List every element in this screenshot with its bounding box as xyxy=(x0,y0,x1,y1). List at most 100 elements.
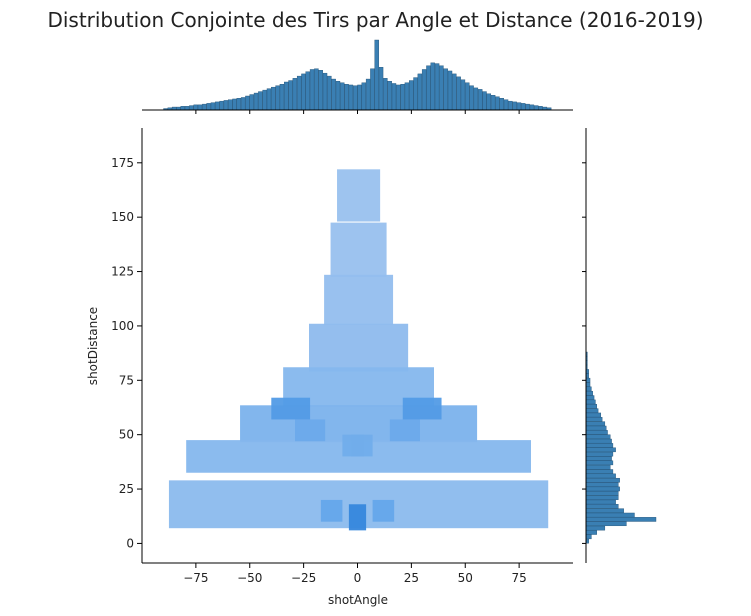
right-marginal-bar xyxy=(585,438,612,444)
right-marginal-bar xyxy=(585,377,591,383)
right-marginal-bar xyxy=(585,508,624,513)
x-axis-label: shotAngle xyxy=(328,593,388,607)
right-marginal-bar xyxy=(585,451,614,457)
top-marginal-bar xyxy=(301,73,306,111)
x-tick-label: −50 xyxy=(237,571,262,585)
right-marginal-bar xyxy=(585,473,616,479)
y-tick-label: 25 xyxy=(119,482,134,496)
top-marginal-bar xyxy=(538,106,543,111)
top-marginal-bar xyxy=(452,73,457,111)
top-marginal-bar xyxy=(521,103,526,111)
right-marginal-bar xyxy=(585,404,597,409)
top-marginal-bar xyxy=(439,65,444,111)
top-marginal-bar xyxy=(227,99,233,111)
heatmap-cell xyxy=(295,419,326,442)
right-marginal-bar xyxy=(585,390,593,396)
top-marginal-bar xyxy=(180,106,185,111)
x-tick-label: 0 xyxy=(354,571,362,585)
top-marginal-bar xyxy=(331,78,336,111)
right-marginal-bar xyxy=(585,521,627,527)
top-marginal-bar xyxy=(421,69,427,111)
top-marginal-bar xyxy=(314,68,319,111)
top-marginal-bar xyxy=(344,84,349,111)
top-marginal-bar xyxy=(327,75,332,111)
top-marginal-bar xyxy=(409,80,414,111)
top-marginal-bar xyxy=(465,82,470,111)
top-marginal-bar xyxy=(482,91,487,111)
top-marginal-bar xyxy=(508,100,513,111)
top-marginal-bar xyxy=(396,84,401,111)
top-marginal-bar xyxy=(223,100,229,111)
right-marginal-bar xyxy=(585,434,611,440)
heatmap-cell xyxy=(348,504,367,531)
right-marginal-bar xyxy=(585,430,608,435)
top-marginal-bar xyxy=(525,103,530,111)
top-marginal-bar xyxy=(534,105,539,111)
y-tick-label: 125 xyxy=(111,265,134,279)
top-marginal-bar xyxy=(512,101,517,111)
top-marginal-bar xyxy=(262,89,267,111)
top-marginal-bar xyxy=(305,71,310,111)
x-tick-label: 25 xyxy=(404,571,419,585)
top-marginal-bar xyxy=(309,69,315,111)
right-marginal-ticks xyxy=(582,162,586,544)
right-marginal-bar xyxy=(585,460,614,466)
top-marginal-bar xyxy=(348,84,354,111)
right-marginal-histogram xyxy=(585,351,657,544)
right-marginal-bar xyxy=(585,534,592,540)
top-marginal-bar xyxy=(387,81,392,111)
top-marginal-bar xyxy=(202,103,207,111)
top-marginal-bar xyxy=(469,85,474,111)
top-marginal-bar xyxy=(189,105,194,111)
top-marginal-bar xyxy=(391,83,397,111)
top-marginal-bar xyxy=(361,82,367,111)
right-marginal-bar xyxy=(585,382,591,387)
right-marginal-bar xyxy=(585,486,620,492)
top-marginal-bar xyxy=(357,84,362,111)
y-axis-ticks: 0 25 50 75 100 125 150 175 xyxy=(111,156,142,550)
top-marginal-bar xyxy=(193,104,198,111)
top-marginal-bar xyxy=(296,75,302,111)
x-tick-label: 50 xyxy=(458,571,473,585)
top-marginal-bar xyxy=(404,82,410,111)
heatmap-cell xyxy=(351,434,373,457)
top-marginal-bar xyxy=(456,76,461,111)
top-marginal-bar xyxy=(266,88,272,111)
top-marginal-bar xyxy=(245,95,250,111)
top-marginal-bar xyxy=(486,93,492,111)
chart-title: Distribution Conjointe des Tirs par Angl… xyxy=(47,8,703,32)
top-marginal-bar xyxy=(258,91,263,111)
top-marginal-bar xyxy=(352,85,358,111)
right-marginal-bar xyxy=(585,530,597,535)
right-marginal-bar xyxy=(585,456,612,461)
top-marginal-bar xyxy=(340,82,345,111)
top-marginal-bar xyxy=(434,63,440,111)
top-marginal-bar xyxy=(374,39,379,111)
right-marginal-bar xyxy=(585,499,616,505)
right-marginal-bar xyxy=(585,491,619,496)
top-marginal-bar xyxy=(473,87,479,111)
right-marginal-bar xyxy=(585,517,657,522)
heatmap-cell xyxy=(271,397,311,420)
top-marginal-bar xyxy=(210,102,216,111)
top-marginal-bar xyxy=(275,85,280,111)
top-marginal-bar xyxy=(477,89,483,111)
top-marginal-bar xyxy=(365,78,371,111)
top-marginal-bar xyxy=(249,94,254,111)
y-axis-label: shotDistance xyxy=(86,307,100,385)
y-tick-label: 100 xyxy=(111,319,134,333)
heatmap-cell xyxy=(337,169,381,222)
right-marginal-bar xyxy=(585,417,603,422)
top-marginal-bar xyxy=(499,98,504,111)
heatmap-cell xyxy=(389,419,420,442)
top-marginal-ticks xyxy=(195,110,520,114)
top-marginal-bar xyxy=(232,98,237,111)
top-marginal-bar xyxy=(430,62,435,111)
right-marginal-bar xyxy=(585,477,620,483)
y-tick-label: 0 xyxy=(126,536,134,550)
heatmap-cell xyxy=(402,397,442,420)
top-marginal-bar xyxy=(378,67,384,111)
right-marginal-bar xyxy=(585,495,619,500)
top-marginal-bar xyxy=(443,68,448,111)
